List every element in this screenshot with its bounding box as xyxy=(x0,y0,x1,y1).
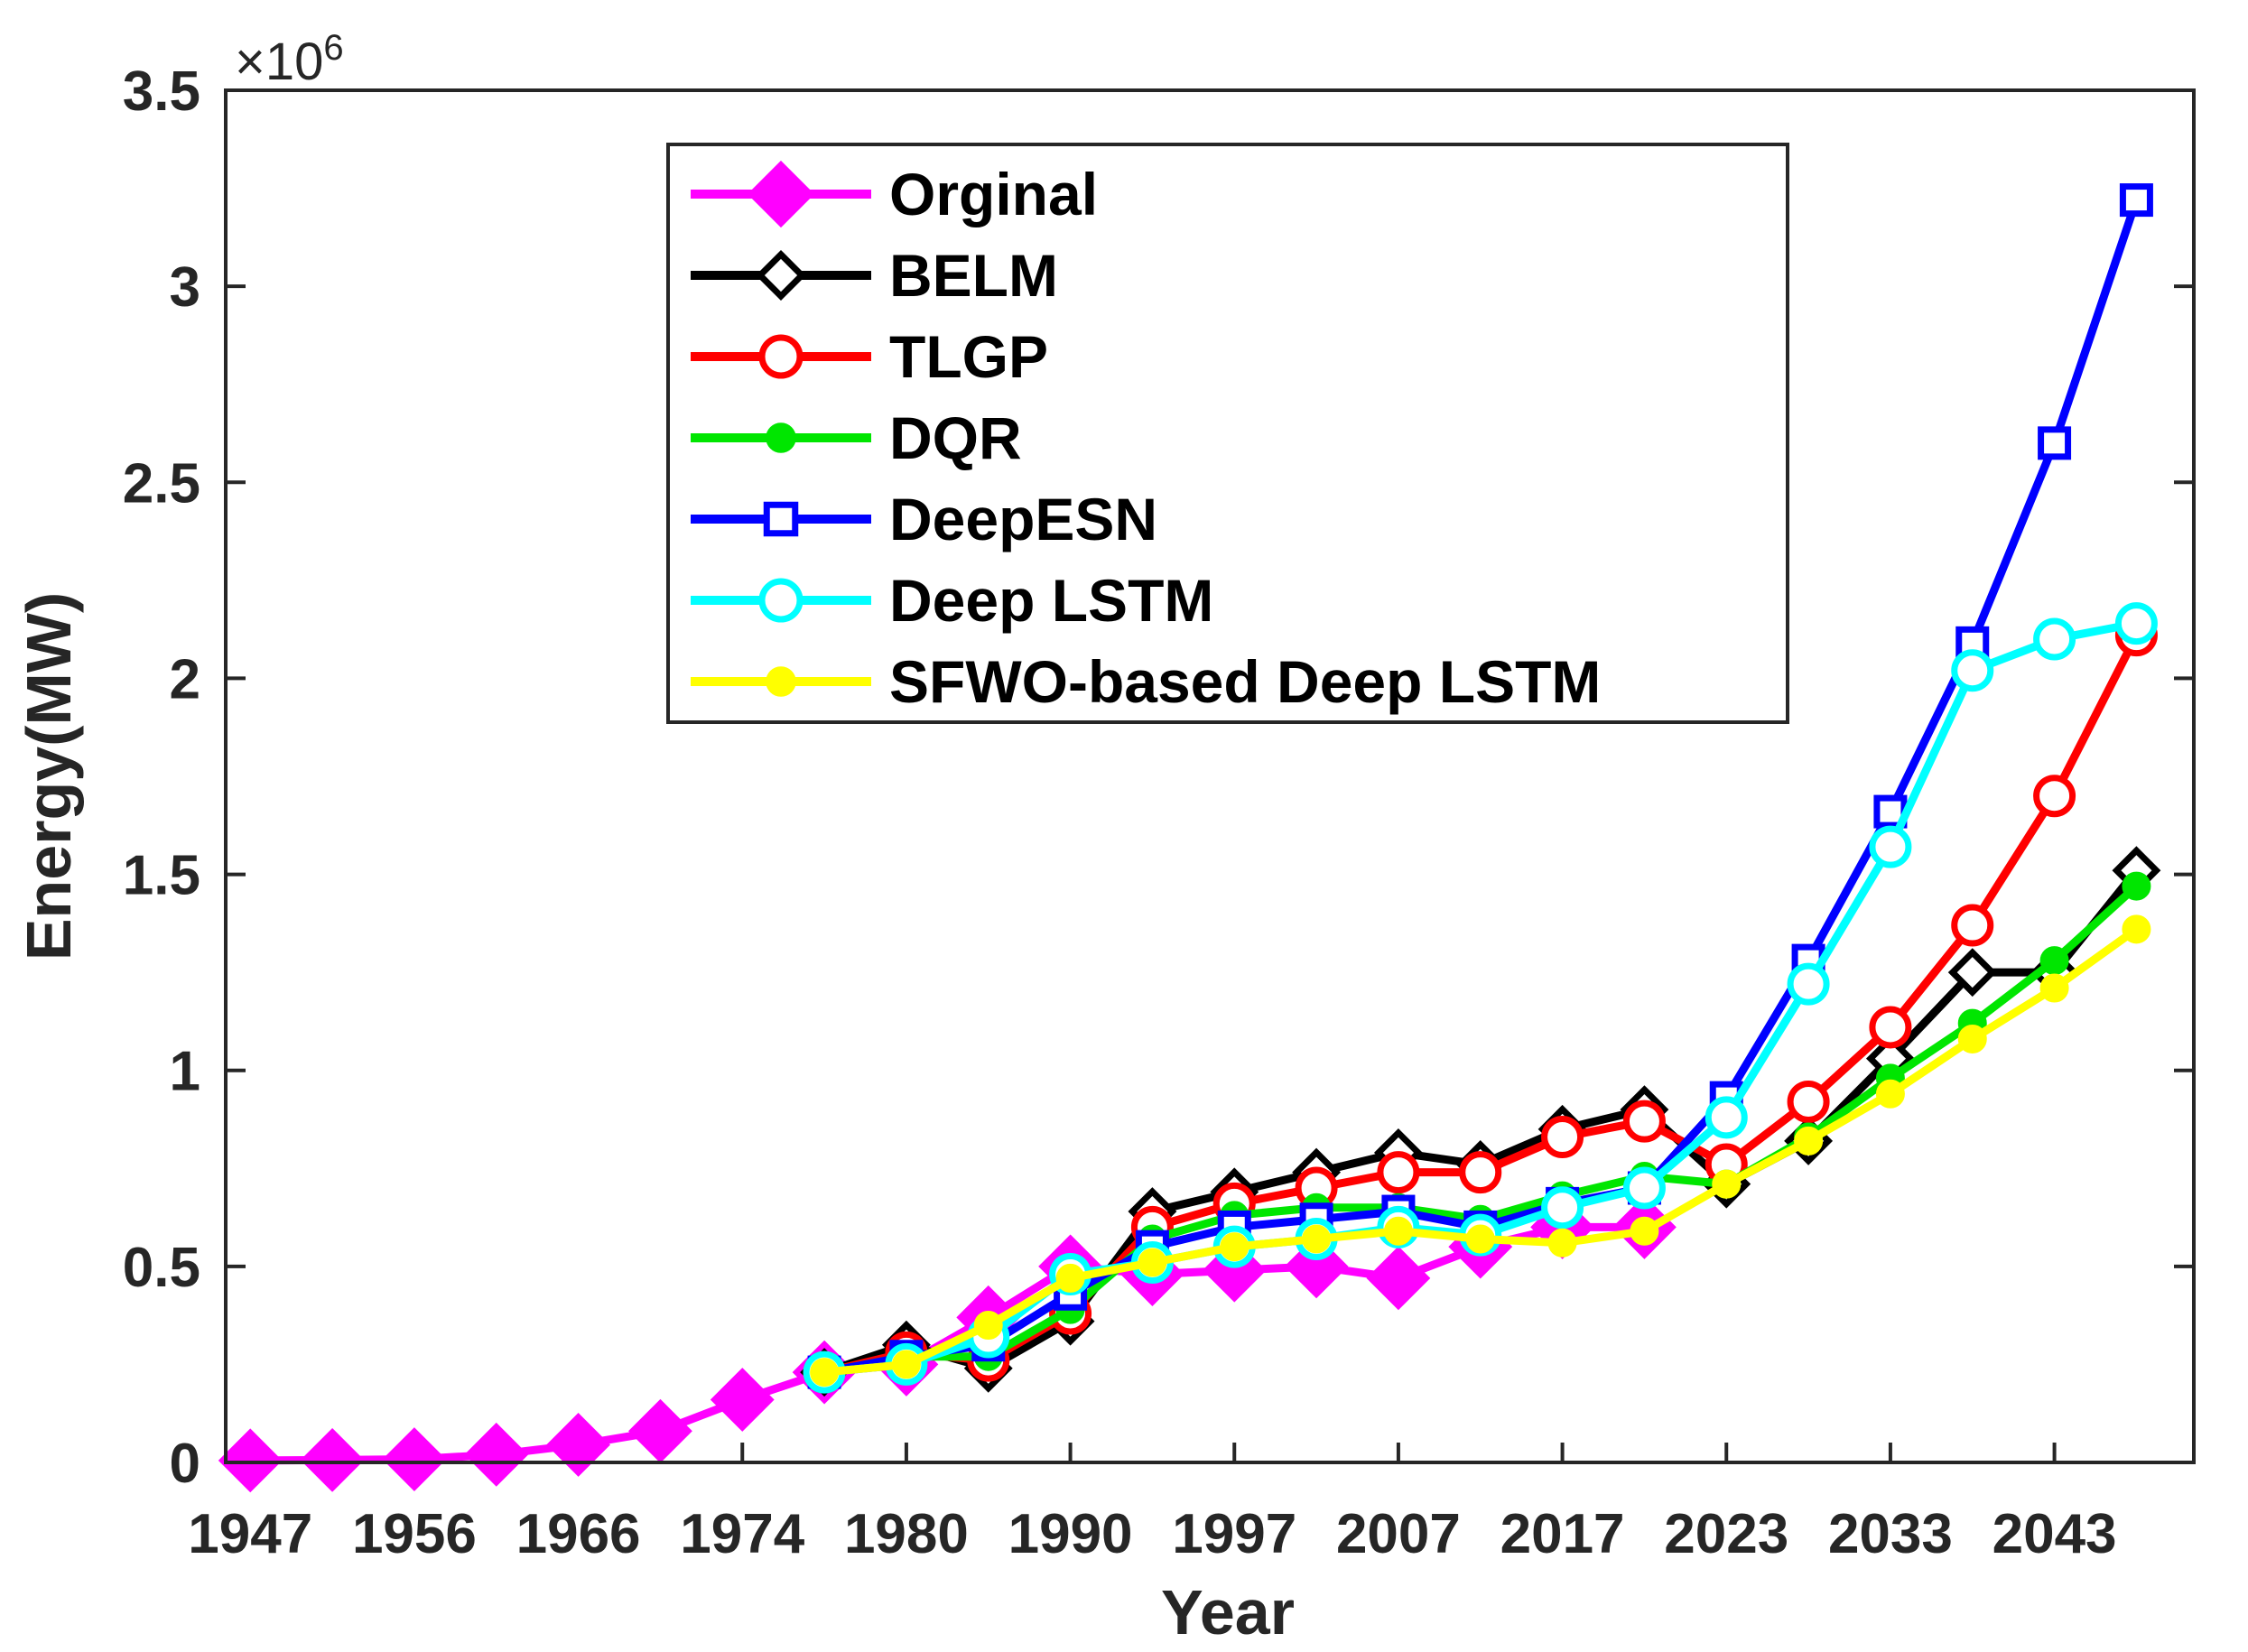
y-tick-label: 2 xyxy=(170,648,200,710)
data-point xyxy=(300,1427,365,1492)
legend-marker xyxy=(763,501,799,537)
data-point xyxy=(1622,1100,1666,1143)
data-point xyxy=(1541,1186,1584,1230)
legend-label: DQR xyxy=(889,404,1022,471)
legend: Orginal BELM TLGP DQR DeepESN Deep LSTM SFWO-b… xyxy=(666,143,1789,724)
x-tick-label: 1947 xyxy=(188,1503,312,1565)
data-point xyxy=(464,1422,529,1487)
legend-marker xyxy=(758,334,804,379)
data-point xyxy=(2122,914,2151,944)
data-point xyxy=(1465,1224,1495,1254)
legend-label: SFWO-based Deep LSTM xyxy=(889,648,1601,715)
data-point xyxy=(1541,1116,1584,1159)
data-point xyxy=(2122,871,2151,901)
y-tick-label: 1.5 xyxy=(123,845,200,907)
legend-label: Deep LSTM xyxy=(889,567,1213,634)
data-point xyxy=(2039,946,2069,976)
data-point xyxy=(2114,602,2158,645)
legend-item: DeepESN xyxy=(691,486,1157,552)
data-point xyxy=(1947,948,1997,998)
legend-item: TLGP xyxy=(691,323,1048,390)
legend-label: DeepESN xyxy=(889,486,1157,552)
data-point xyxy=(1138,1248,1167,1277)
data-point xyxy=(1875,1079,1905,1109)
legend-item: SFWO-based Deep LSTM xyxy=(691,648,1601,715)
y-tick-labels: 0 0.5 1 1.5 2 2.5 3 3.5 xyxy=(123,60,200,1495)
legend-marker xyxy=(766,422,796,453)
legend-item: Orginal xyxy=(691,160,1098,228)
y-multiplier-base: ×10 xyxy=(235,32,323,91)
x-tick-label: 2007 xyxy=(1336,1503,1461,1565)
data-point xyxy=(2038,426,2072,460)
legend-item: DQR xyxy=(691,404,1022,471)
data-point xyxy=(1787,1080,1830,1123)
legend-marker xyxy=(766,666,796,697)
data-point xyxy=(1055,1263,1085,1293)
data-point xyxy=(1377,1151,1420,1194)
legend-marker xyxy=(747,160,815,228)
data-point xyxy=(2119,183,2153,218)
data-point xyxy=(1302,1224,1332,1254)
data-point xyxy=(1951,649,1994,692)
x-tick-label: 1980 xyxy=(844,1503,969,1565)
x-tick-label: 1974 xyxy=(680,1503,804,1565)
x-tick-label: 1956 xyxy=(352,1503,477,1565)
data-point xyxy=(1794,1126,1824,1155)
y-multiplier-label: ×106 xyxy=(235,28,344,91)
data-point xyxy=(710,1368,775,1432)
data-point xyxy=(1712,1169,1742,1199)
data-point xyxy=(1869,1006,1912,1049)
y-axis-title: Energy(MW) xyxy=(14,592,84,961)
data-point xyxy=(1705,1096,1748,1139)
data-point xyxy=(1459,1151,1502,1194)
x-tick-label: 2023 xyxy=(1664,1503,1788,1565)
x-tick-label: 2017 xyxy=(1500,1503,1625,1565)
data-point xyxy=(810,1358,840,1387)
x-axis-title: Year xyxy=(1161,1577,1295,1647)
plot-area-frame xyxy=(224,88,2196,1464)
y-tick-label: 0.5 xyxy=(123,1237,200,1299)
series-sfwo-based-deep-lstm xyxy=(810,914,2151,1387)
x-tick-label: 2033 xyxy=(1828,1503,1953,1565)
data-point xyxy=(1630,1216,1659,1246)
y-tick-label: 0 xyxy=(170,1433,200,1495)
y-multiplier-exponent: 6 xyxy=(323,28,343,68)
legend-marker xyxy=(755,249,807,302)
data-point xyxy=(546,1413,610,1477)
y-tick-label: 1 xyxy=(170,1041,200,1103)
data-point xyxy=(1366,1246,1431,1311)
data-point xyxy=(891,1350,921,1379)
legend-label: Orginal xyxy=(889,161,1098,227)
data-point xyxy=(1220,1232,1249,1262)
x-tick-label: 1990 xyxy=(1008,1503,1133,1565)
data-point xyxy=(1547,1228,1577,1258)
y-tick-label: 3.5 xyxy=(123,60,200,123)
data-point xyxy=(2033,775,2076,818)
y-tick-label: 2.5 xyxy=(123,452,200,515)
y-tick-label: 3 xyxy=(170,256,200,319)
data-point xyxy=(1383,1216,1413,1246)
legend-label: BELM xyxy=(889,242,1058,309)
series-layer xyxy=(218,183,2161,1493)
data-point xyxy=(1622,1166,1666,1210)
x-tick-label: 1966 xyxy=(516,1503,641,1565)
legend-marker xyxy=(758,578,804,623)
x-tick-labels: 1947 1956 1966 1974 1980 1990 1997 2007 2017 2023… xyxy=(188,1503,2116,1565)
data-point xyxy=(973,1311,1003,1340)
x-tick-label: 2043 xyxy=(1993,1503,2117,1565)
data-point xyxy=(218,1428,283,1493)
data-point xyxy=(2039,973,2069,1003)
legend-item: Deep LSTM xyxy=(691,567,1213,634)
data-point xyxy=(1957,1024,1987,1053)
data-point xyxy=(1869,825,1912,868)
x-tick-label: 1997 xyxy=(1172,1503,1296,1565)
data-point xyxy=(1951,904,1994,947)
data-point xyxy=(382,1427,447,1491)
data-point xyxy=(1787,962,1830,1006)
data-point xyxy=(2033,617,2076,661)
legend-label: TLGP xyxy=(889,323,1048,390)
legend-item: BELM xyxy=(691,242,1058,309)
